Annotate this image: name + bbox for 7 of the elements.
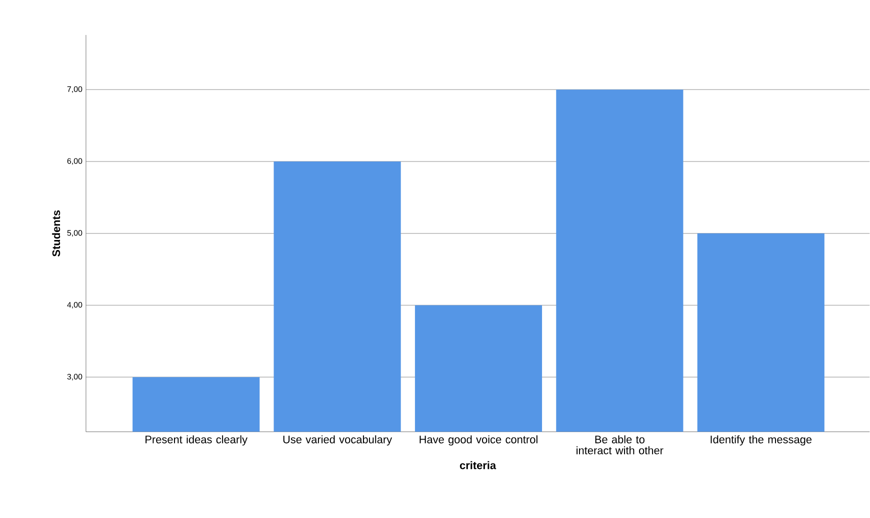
x-tick-label: Identify the message (710, 435, 812, 446)
x-tick-label: Use varied vocabulary (283, 435, 392, 446)
x-tick-label: Present ideas clearly (146, 435, 248, 446)
y-axis-title: Students (52, 210, 60, 257)
x-axis-title: criteria (460, 461, 496, 470)
x-tick-label: Have good voice control (420, 435, 538, 446)
x-tick-label: Be able to interact with other (576, 435, 664, 454)
